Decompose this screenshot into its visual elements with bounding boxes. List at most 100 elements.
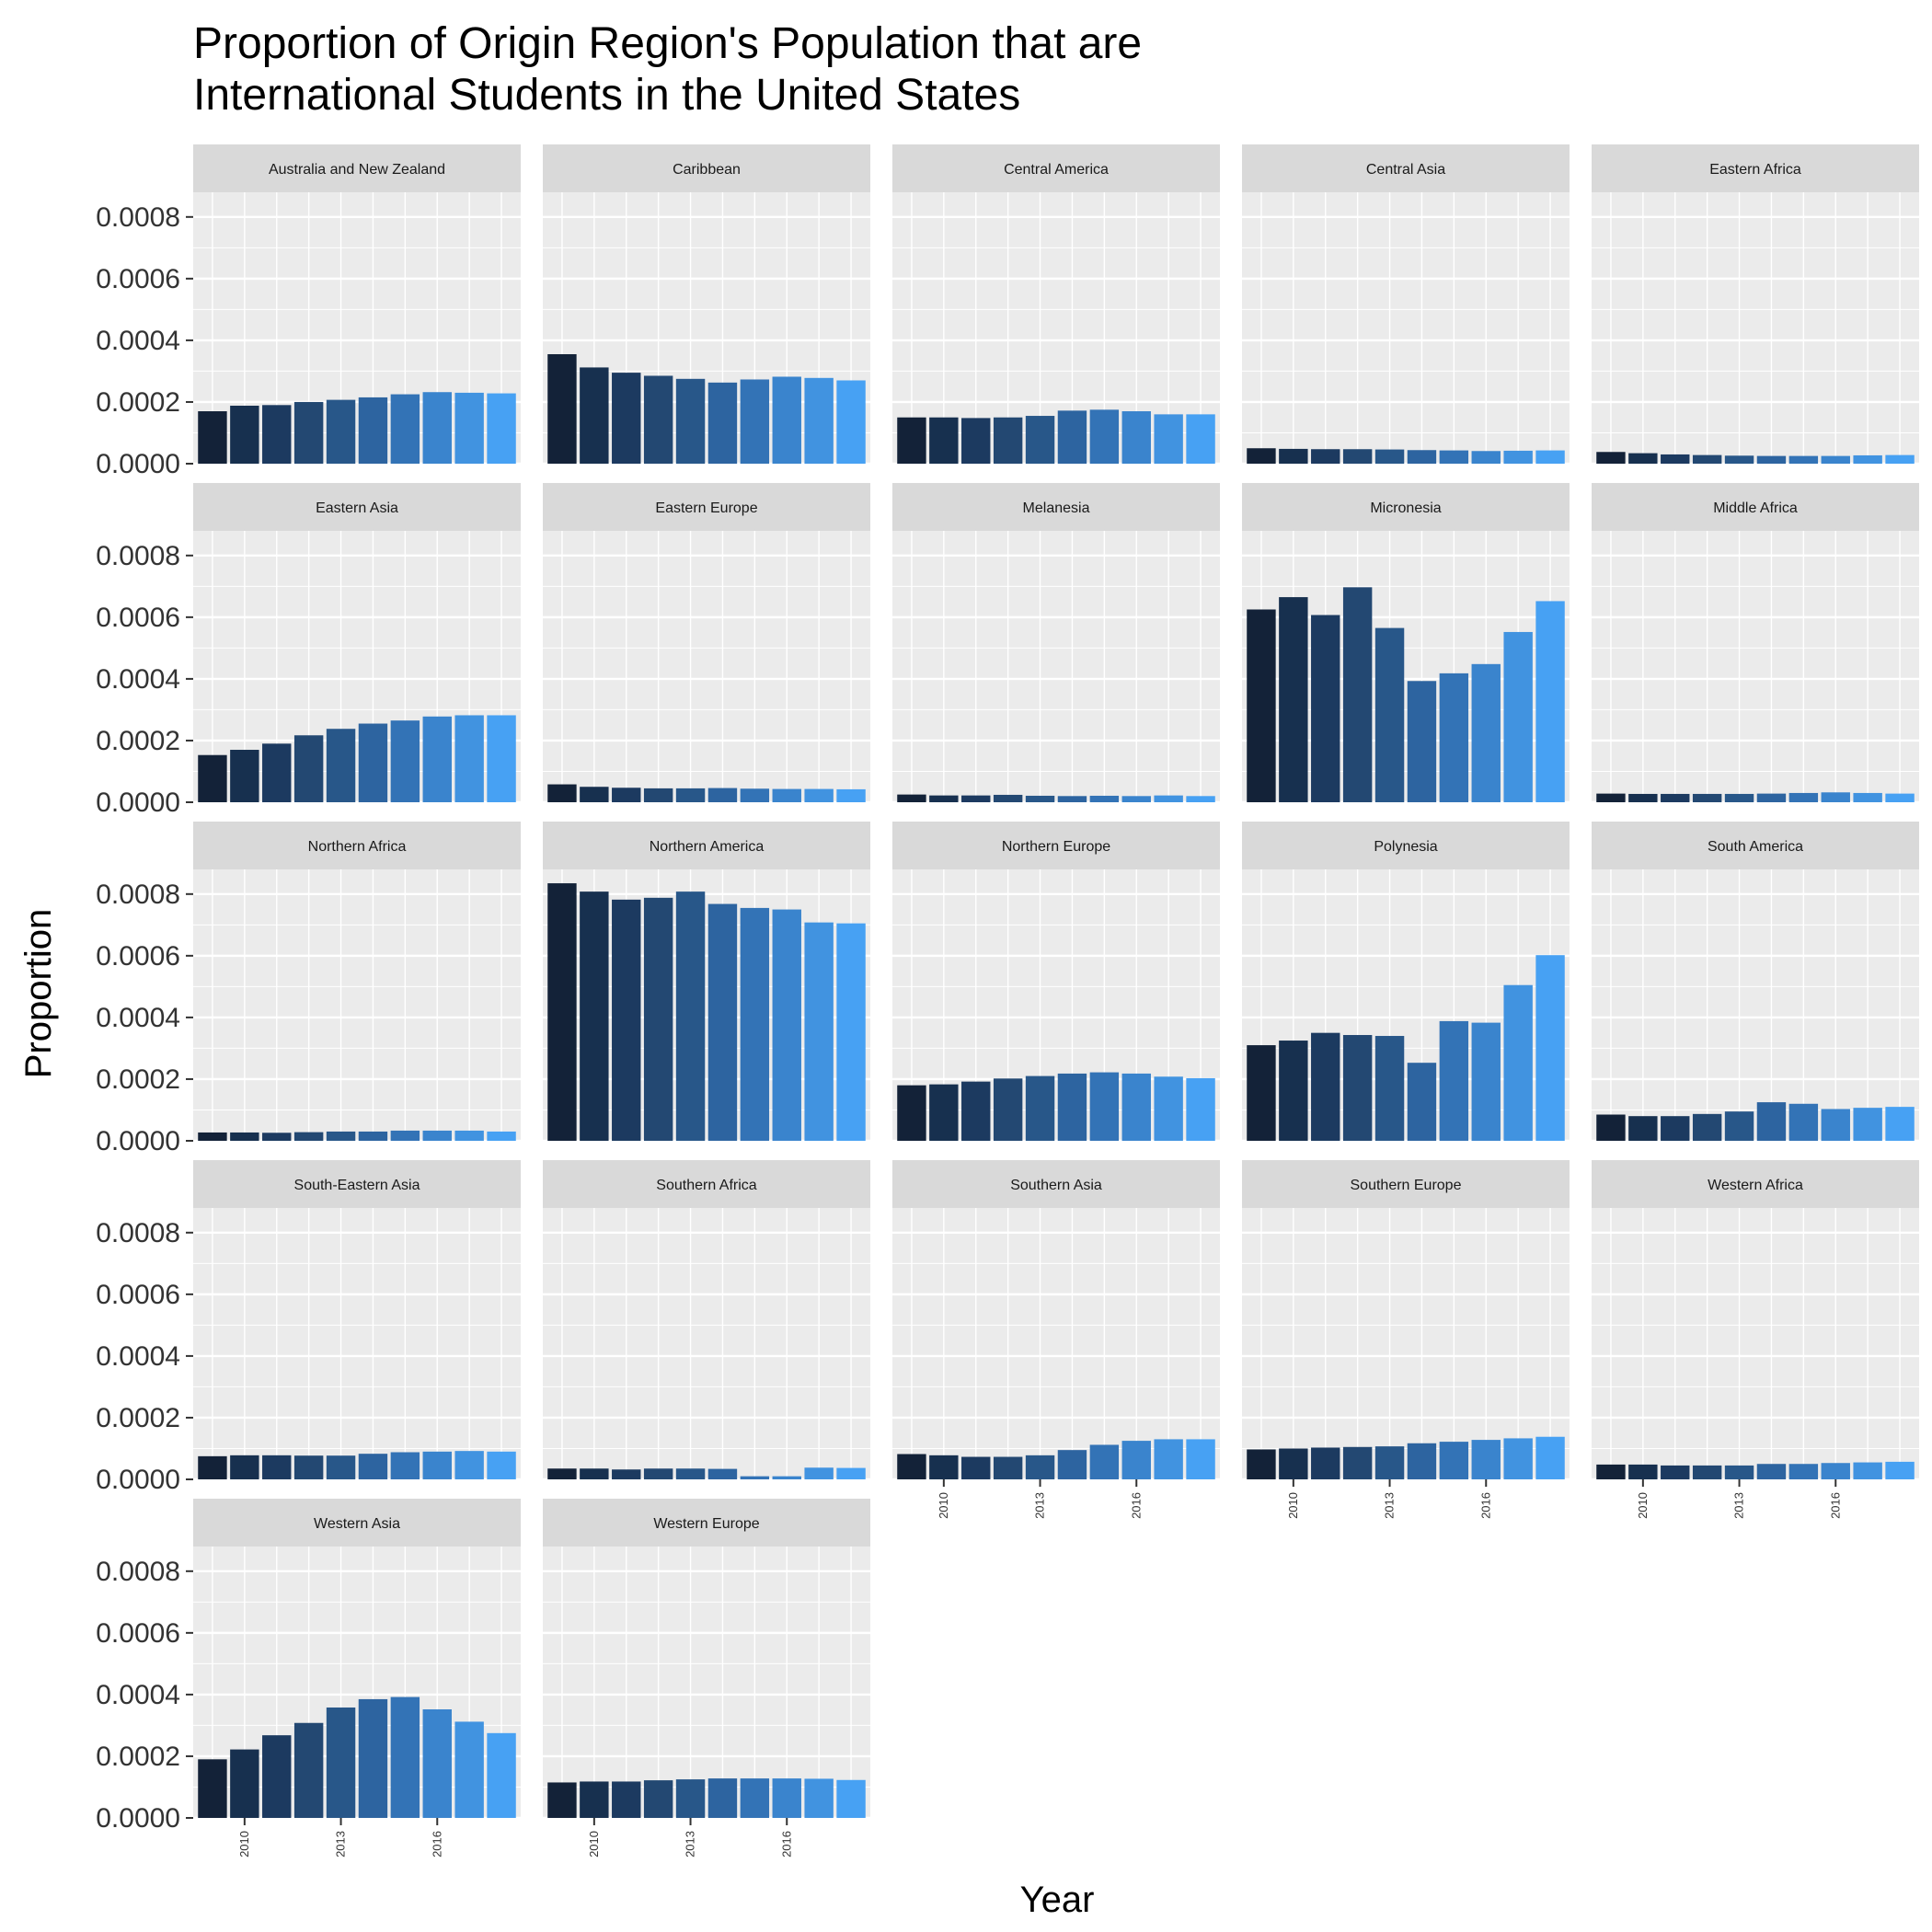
bar-northern-america-2012 <box>643 897 673 1141</box>
bar-southern-asia-2013 <box>1025 1455 1055 1479</box>
bar-northern-europe-2018 <box>1186 1077 1215 1141</box>
bar-northern-africa-2011 <box>262 1133 292 1141</box>
bar-south-america-2010 <box>1628 1116 1658 1141</box>
facet-strip-central-america <box>892 144 1220 192</box>
facet-label-central-america: Central America <box>1004 162 1109 178</box>
bar-south-eastern-asia-2009 <box>198 1455 227 1479</box>
x-tick-label: 2010 <box>1636 1492 1650 1519</box>
bar-eastern-africa-2010 <box>1628 453 1658 464</box>
bar-central-asia-2013 <box>1374 449 1405 464</box>
bar-northern-europe-2013 <box>1025 1075 1055 1141</box>
y-tick-label: 0.0004 <box>96 1341 180 1372</box>
panel-background-melanesia <box>892 531 1220 802</box>
bar-australia-and-new-zealand-2018 <box>487 393 516 464</box>
y-tick-label: 0.0006 <box>96 941 180 972</box>
bar-middle-africa-2009 <box>1596 793 1626 802</box>
bar-polynesia-2015 <box>1439 1020 1469 1141</box>
facet-label-south-eastern-asia: South-Eastern Asia <box>294 1178 420 1193</box>
y-tick-label: 0.0002 <box>96 1742 180 1772</box>
y-tick-label: 0.0004 <box>96 1680 180 1710</box>
bar-middle-africa-2016 <box>1821 792 1850 802</box>
x-tick-label: 2010 <box>937 1492 950 1519</box>
bar-caribbean-2011 <box>612 373 641 464</box>
bar-caribbean-2015 <box>740 379 770 464</box>
bar-northern-america-2015 <box>740 907 770 1141</box>
bar-southern-europe-2012 <box>1342 1446 1373 1479</box>
bar-south-america-2014 <box>1756 1102 1787 1141</box>
bar-northern-europe-2009 <box>897 1085 926 1141</box>
bar-western-africa-2012 <box>1692 1465 1722 1479</box>
bar-southern-asia-2010 <box>929 1455 959 1479</box>
bar-eastern-asia-2014 <box>358 723 388 802</box>
bar-central-america-2016 <box>1121 411 1151 464</box>
facet-label-northern-europe: Northern Europe <box>1002 839 1110 855</box>
bar-eastern-asia-2009 <box>198 754 227 802</box>
x-tick-label: 2013 <box>1033 1492 1047 1519</box>
bar-northern-africa-2009 <box>198 1132 227 1141</box>
x-tick-label: 2013 <box>684 1831 697 1857</box>
bar-micronesia-2016 <box>1471 663 1501 802</box>
facet-label-northern-africa: Northern Africa <box>308 839 407 855</box>
bar-middle-africa-2010 <box>1628 793 1658 802</box>
facet-strip-western-asia <box>193 1499 521 1547</box>
bar-eastern-europe-2017 <box>804 788 834 802</box>
bar-southern-asia-2015 <box>1089 1444 1120 1479</box>
bar-caribbean-2013 <box>675 378 706 464</box>
y-tick-label: 0.0006 <box>96 603 180 633</box>
bar-melanesia-2017 <box>1154 795 1183 802</box>
bar-northern-europe-2010 <box>929 1084 959 1141</box>
y-tick-label: 0.0002 <box>96 726 180 756</box>
facet-strip-south-eastern-asia <box>193 1160 521 1208</box>
facet-label-australia-and-new-zealand: Australia and New Zealand <box>269 162 445 178</box>
bar-eastern-europe-2018 <box>836 788 866 802</box>
bar-southern-africa-2009 <box>547 1468 577 1479</box>
facet-strip-western-africa <box>1592 1160 1919 1208</box>
bar-polynesia-2013 <box>1374 1036 1405 1141</box>
panel-background-western-africa <box>1592 1208 1919 1479</box>
bar-southern-asia-2017 <box>1154 1439 1183 1479</box>
y-tick-label: 0.0006 <box>96 264 180 294</box>
bar-western-africa-2017 <box>1853 1462 1882 1479</box>
facet-strip-south-america <box>1592 822 1919 869</box>
y-tick-label: 0.0002 <box>96 1064 180 1095</box>
bar-caribbean-2012 <box>643 375 673 464</box>
bar-middle-africa-2014 <box>1756 793 1787 802</box>
bar-western-asia-2014 <box>358 1698 388 1818</box>
y-tick-label: 0.0000 <box>96 1803 180 1834</box>
chart-title: Proportion of Origin Region's Population… <box>193 19 1143 120</box>
bar-south-america-2009 <box>1596 1114 1626 1141</box>
bar-polynesia-2017 <box>1503 984 1533 1141</box>
bar-eastern-asia-2011 <box>262 743 292 802</box>
bar-eastern-africa-2018 <box>1885 454 1915 464</box>
bar-middle-africa-2015 <box>1788 792 1819 802</box>
facet-strip-polynesia <box>1242 822 1570 869</box>
bar-northern-africa-2013 <box>326 1131 356 1141</box>
bar-western-africa-2011 <box>1661 1465 1690 1479</box>
bar-polynesia-2018 <box>1535 955 1565 1141</box>
bar-eastern-asia-2010 <box>230 750 259 802</box>
x-tick-label: 2016 <box>779 1831 793 1857</box>
bar-melanesia-2012 <box>993 794 1023 802</box>
bar-southern-europe-2013 <box>1374 1446 1405 1479</box>
x-tick-label: 2016 <box>1478 1492 1492 1519</box>
bar-australia-and-new-zealand-2016 <box>422 392 452 464</box>
bar-southern-africa-2013 <box>675 1468 706 1479</box>
bar-western-europe-2016 <box>772 1778 801 1818</box>
bar-central-asia-2016 <box>1471 451 1501 464</box>
bar-australia-and-new-zealand-2011 <box>262 405 292 464</box>
y-tick-label: 0.0000 <box>96 1465 180 1495</box>
facet-label-micronesia: Micronesia <box>1370 500 1441 516</box>
bar-south-america-2016 <box>1821 1109 1850 1141</box>
bar-southern-europe-2017 <box>1503 1438 1533 1479</box>
bar-southern-africa-2017 <box>804 1467 834 1479</box>
bar-middle-africa-2017 <box>1853 792 1882 802</box>
bar-eastern-asia-2013 <box>326 729 356 802</box>
facet-strip-melanesia <box>892 483 1220 531</box>
bar-northern-america-2011 <box>612 899 641 1141</box>
panel-background-eastern-europe <box>543 531 870 802</box>
bar-central-america-2014 <box>1057 410 1087 464</box>
bar-micronesia-2010 <box>1279 597 1308 802</box>
bar-micronesia-2017 <box>1503 631 1533 802</box>
bar-melanesia-2013 <box>1025 795 1055 802</box>
bar-central-asia-2010 <box>1279 448 1308 464</box>
